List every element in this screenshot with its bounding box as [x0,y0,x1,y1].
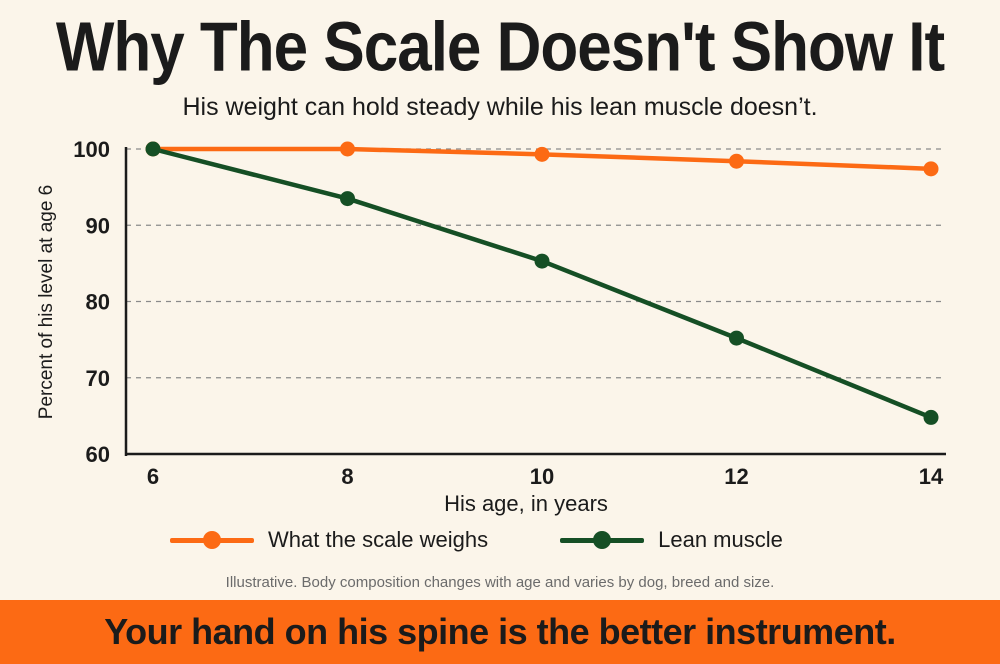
legend-swatch-lean-muscle [560,526,645,554]
footnote: Illustrative. Body composition changes w… [225,574,775,591]
series-1-point-6 [145,141,161,157]
y-tick-label-90: 90 [86,213,110,238]
banner-text: Your hand on his spine is the better ins… [104,611,896,652]
series-1-point-10 [534,253,550,269]
bottom-banner: Your hand on his spine is the better ins… [0,600,1000,664]
x-tick-label-10: 10 [530,464,554,489]
x-tick-label-6: 6 [147,464,159,489]
series-0-point-10 [534,146,550,162]
series-1-point-12 [729,330,744,346]
legend-label-lean-muscle: Lean muscle [658,527,783,552]
y-tick-label-60: 60 [86,442,110,467]
series-1-point-8 [340,191,355,207]
series-1-point-14 [923,409,939,425]
x-axis-label: His age, in years [444,491,608,516]
legend-item-scale: What the scale weighs [170,526,488,554]
y-tick-label-70: 70 [86,366,110,391]
page-subtitle: His weight can hold steady while his lea… [182,93,818,121]
chart-legend: What the scale weighs Lean muscle [170,526,855,554]
y-axis-label: Percent of his level at age 6 [36,185,57,419]
x-tick-label-14: 14 [919,464,944,489]
series-0-point-14 [923,161,939,177]
series-0-point-8 [340,141,355,157]
series-line-1 [150,146,934,420]
legend-item-lean-muscle: Lean muscle [560,526,783,554]
legend-swatch-scale [170,526,254,554]
y-tick-label-100: 100 [73,137,110,162]
page-title: Why The Scale Doesn't Show It [55,9,945,87]
series-0-point-12 [729,153,744,169]
x-tick-label-12: 12 [724,464,748,489]
y-tick-label-80: 80 [86,290,110,315]
line-chart: 60 70 80 90 100 6 8 10 12 14 His age, in years Pe… [36,137,946,516]
x-tick-label-8: 8 [341,464,353,489]
legend-label-scale: What the scale weighs [268,527,489,552]
